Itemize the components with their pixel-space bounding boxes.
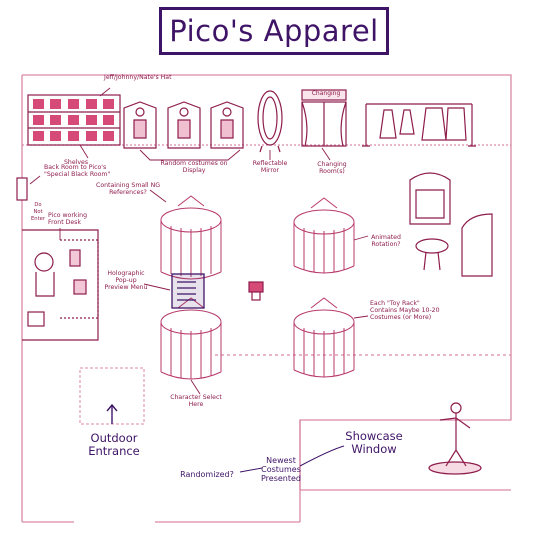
front-desk <box>22 229 99 341</box>
shelf-items <box>33 99 114 141</box>
toy-racks <box>160 195 355 380</box>
label-shelves: Shelves <box>64 159 89 166</box>
holographic-menu <box>171 273 205 309</box>
label-holographic: Holographic Pop-up Preview Menu <box>104 270 148 291</box>
label-randomized: Randomized? <box>180 470 234 479</box>
label-mirror: Reflectable Mirror <box>252 160 288 174</box>
costume-displays <box>123 101 244 149</box>
clothes-rack <box>362 103 476 147</box>
page-title: Pico's Apparel <box>169 14 379 48</box>
shelves-unit <box>27 94 121 146</box>
toy-rack-1 <box>160 195 222 280</box>
label-containing: Containing Small NG References? <box>96 182 160 196</box>
label-back-room: Back Room to Pico's "Special Black Room" <box>44 164 111 178</box>
player-character <box>248 281 264 301</box>
entrance-arrow <box>106 403 118 424</box>
label-changing-rooms: Changing Room(s) <box>317 161 347 175</box>
label-animated: Animated Rotation? <box>371 234 401 248</box>
mirror <box>257 90 283 153</box>
showcase-leader <box>239 445 345 473</box>
label-outdoor: Outdoor Entrance <box>88 431 140 458</box>
toy-rack-3 <box>160 297 222 380</box>
leader-lines <box>29 87 369 395</box>
label-toy-rack: Each "Toy Rack" Contains Maybe 10-20 Cos… <box>370 300 440 321</box>
changing-rooms <box>301 89 347 147</box>
label-changing-sign: Changing <box>311 90 341 97</box>
toy-rack-2 <box>293 197 355 274</box>
label-front-desk: Pico working Front Desk <box>48 212 88 226</box>
showcase-mannequin <box>428 402 482 475</box>
back-room-door <box>16 177 28 201</box>
label-newest: Newest Costumes Presented <box>260 456 301 483</box>
toy-rack-4 <box>293 297 355 378</box>
label-showcase: Showcase Window <box>345 429 403 456</box>
label-hat: Jeff/Johnny/Nate's Hat <box>104 74 172 81</box>
lounge-furniture <box>409 172 493 277</box>
label-do-not-enter: Do Not Enter <box>31 202 45 222</box>
title-box: Pico's Apparel <box>159 7 389 55</box>
label-random-costumes: Random costumes on Display <box>160 160 228 174</box>
label-character-select: Character Select Here <box>170 394 222 408</box>
store-walls <box>21 74 512 523</box>
